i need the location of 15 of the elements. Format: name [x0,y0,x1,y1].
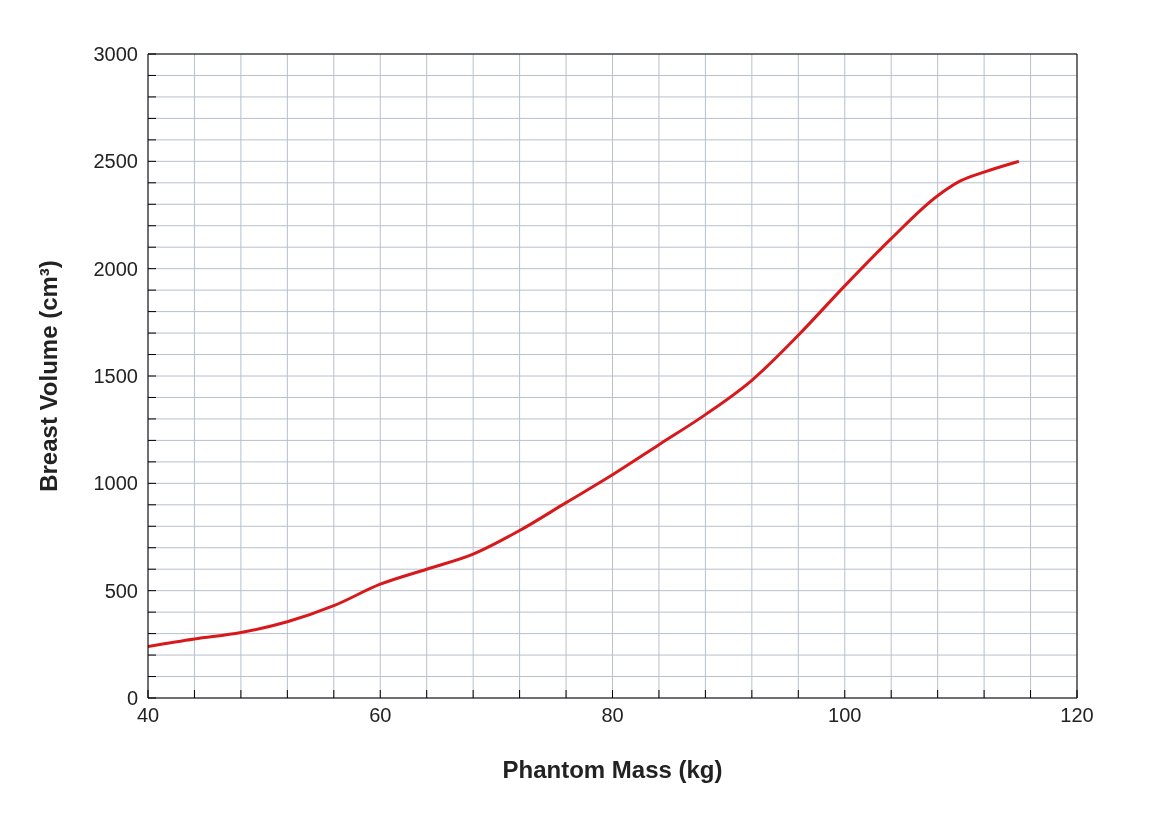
y-tick-label: 0 [126,687,138,710]
x-tick-label: 120 [1060,704,1094,727]
y-tick-label: 500 [104,579,138,602]
y-tick-label: 1500 [93,365,138,388]
y-tick-label: 3000 [93,43,138,66]
x-axis-title: Phantom Mass (kg) [502,756,723,783]
y-axis-title: Breast Volume (cm³) [34,260,62,492]
y-tick-label: 2500 [93,150,138,173]
x-tick-label: 100 [828,704,862,727]
x-tick-label: 80 [601,704,624,727]
y-tick-label: 1000 [93,472,138,495]
y-tick-label: 2000 [93,257,138,280]
x-tick-label: 60 [369,704,392,727]
line-series [148,159,1021,648]
x-tick-label: 40 [136,704,160,727]
